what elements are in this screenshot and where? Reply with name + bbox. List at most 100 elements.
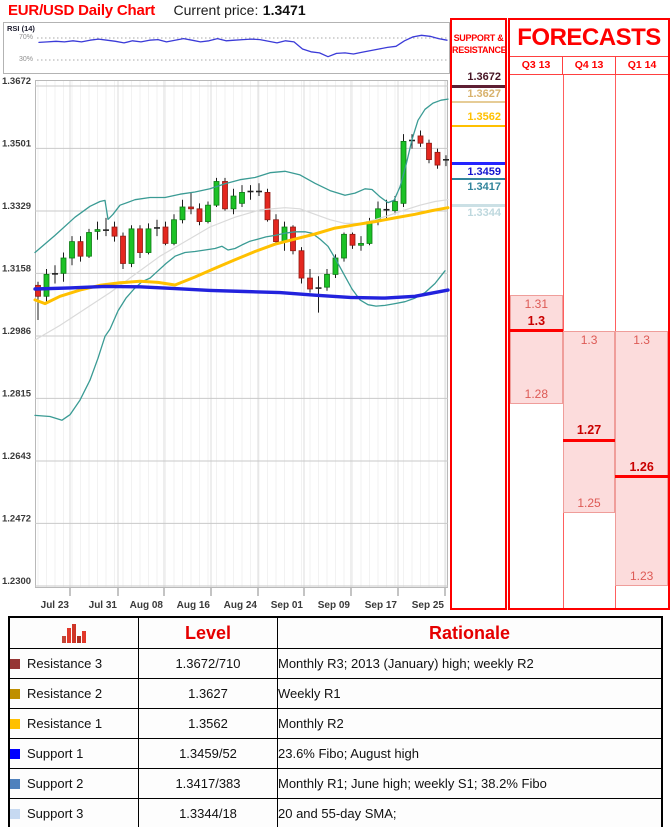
sma-55-line xyxy=(33,284,450,300)
x-axis-label: Aug 24 xyxy=(224,600,258,611)
level-value: 1.3344/18 xyxy=(138,798,278,827)
rsi-70-label: 70% xyxy=(18,34,33,41)
sr-level-label: 1.3344 xyxy=(467,207,501,220)
support-resistance-levels: 1.3672 1.3627 1.3562 1.3459 1.3417 1.3344 xyxy=(452,20,505,608)
forecast-columns: 1.31 1.3 1.28 1.3 1.27 1.25 1.3 1.26 1.23 xyxy=(510,75,668,608)
table-icon-cell xyxy=(8,616,139,649)
level-name: Support 1 xyxy=(27,746,84,761)
candle-up xyxy=(86,232,92,257)
bollinger-upper-line xyxy=(34,98,449,254)
forecast-range-box xyxy=(510,294,563,404)
forecast-level-label: 1.27 xyxy=(576,423,602,438)
table-row: Resistance 3 1.3672/710 Monthly R3; 2013 (… xyxy=(8,648,663,679)
current-price-label: Current price: xyxy=(173,2,259,18)
levels-table: Level Rationale Resistance 3 1.3672/710 Mo… xyxy=(8,616,663,827)
rationale-column-header: Rationale xyxy=(277,616,663,649)
y-axis-label: 1.2986 xyxy=(2,326,31,337)
candle-up xyxy=(358,243,364,246)
level-column-header: Level xyxy=(138,616,278,649)
level-name-cell: Support 3 xyxy=(8,798,139,827)
x-axis-label: Sep 25 xyxy=(412,600,445,611)
candle-up xyxy=(230,195,237,210)
candle-down xyxy=(434,151,441,166)
x-axis-label: Aug 16 xyxy=(177,600,211,611)
level-value: 1.3627 xyxy=(138,678,278,709)
forecast-target-line xyxy=(510,329,563,333)
candle-up xyxy=(94,229,101,232)
forecast-quarter-headers: Q3 13 Q4 13 Q1 14 xyxy=(510,57,668,75)
candle-down xyxy=(162,226,169,244)
level-name: Resistance 3 xyxy=(27,656,103,671)
sr-level-line xyxy=(452,177,505,181)
candle-down xyxy=(120,235,126,264)
header: EUR/USD Daily Chart Current price: 1.347… xyxy=(8,2,306,20)
candle-up xyxy=(239,192,245,204)
level-name: Resistance 1 xyxy=(27,716,103,731)
forecast-level-label: 1.26 xyxy=(629,459,654,474)
sr-level-label: 1.3562 xyxy=(467,111,501,124)
level-rationale: Monthly R1; June high; weekly S1; 38.2% … xyxy=(277,768,663,799)
support-resistance-panel: 1.3672 1.3627 1.3562 1.3459 1.3417 1.3344 SUP… xyxy=(450,18,507,610)
support-resistance-header: SUPPORT & RESISTANCE xyxy=(452,20,507,56)
sr-level-label: 1.3672 xyxy=(467,71,501,83)
y-axis-label: 1.3158 xyxy=(2,263,31,274)
forecast-level-label: 1.3 xyxy=(527,313,546,328)
forecast-level-label: 1.23 xyxy=(629,569,654,583)
level-name-cell: Resistance 2 xyxy=(8,678,139,709)
candle-up xyxy=(128,228,135,264)
sr-level-label: 1.3417 xyxy=(467,180,501,193)
x-axis-label: Sep 01 xyxy=(271,600,304,611)
candle-down xyxy=(264,192,271,221)
color-chip xyxy=(10,719,20,729)
sr-level-line xyxy=(452,124,505,128)
candle-down xyxy=(307,277,313,290)
candle-down xyxy=(273,219,279,243)
x-axis-label: Jul 23 xyxy=(41,600,70,611)
candle-up xyxy=(60,257,67,274)
sr-header-line1: SUPPORT & xyxy=(453,33,504,43)
level-name: Support 3 xyxy=(27,806,84,821)
candle-down xyxy=(137,228,143,253)
candle-up xyxy=(145,228,152,253)
candle-up xyxy=(213,181,220,206)
bar-chart-icon xyxy=(10,623,138,643)
level-value: 1.3459/52 xyxy=(138,738,278,769)
candle-down xyxy=(222,181,228,210)
candle-up xyxy=(205,204,211,222)
color-chip xyxy=(10,809,20,819)
forecast-target-line xyxy=(562,438,616,442)
level-name-cell: Support 2 xyxy=(8,768,139,799)
x-axis-label: Jul 31 xyxy=(89,600,118,611)
sr-level-line xyxy=(452,161,505,166)
candle-down xyxy=(426,142,432,161)
candle-up xyxy=(332,257,339,275)
level-value: 1.3562 xyxy=(138,708,278,739)
forecast-target-line xyxy=(615,475,668,479)
table-row: Support 1 1.3459/52 23.6% Fibo; August hig… xyxy=(8,738,663,769)
quarter-header-2: Q4 13 xyxy=(562,57,615,74)
candle-down xyxy=(417,135,424,144)
level-name: Support 2 xyxy=(27,776,84,791)
level-rationale: Weekly R1 xyxy=(277,678,663,709)
level-name-cell: Resistance 1 xyxy=(8,708,139,739)
color-chip xyxy=(10,749,20,759)
sr-level-label: 1.3459 xyxy=(467,165,501,178)
quarter-header-1: Q3 13 xyxy=(521,59,551,71)
forecast-level-label: 1.28 xyxy=(524,386,549,401)
candle-up xyxy=(324,274,330,288)
level-rationale: Monthly R3; 2013 (January) high; weekly … xyxy=(277,648,663,679)
y-axis-label: 1.2300 xyxy=(2,576,31,587)
forecast-range-box xyxy=(615,330,668,586)
sr-level-line xyxy=(452,84,505,88)
level-name-cell: Resistance 3 xyxy=(8,648,139,679)
candle-up xyxy=(341,233,347,259)
table-row: Resistance 2 1.3627 Weekly R1 xyxy=(8,678,663,709)
forecast-level-label: 1.3 xyxy=(633,332,650,347)
level-value: 1.3672/710 xyxy=(138,648,278,679)
candle-down xyxy=(349,233,356,246)
forecast-level-label: 1.3 xyxy=(580,332,598,347)
x-axis-label: Aug 08 xyxy=(130,600,164,611)
candle-up xyxy=(366,221,373,244)
sr-level-line xyxy=(452,204,505,207)
